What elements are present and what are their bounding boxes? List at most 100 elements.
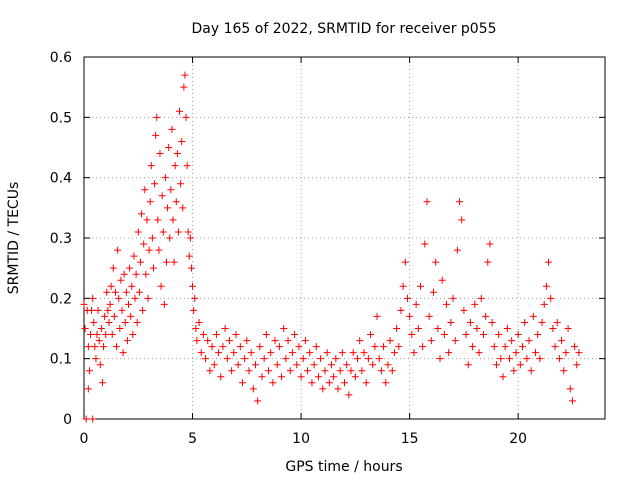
data-point: [325, 379, 333, 387]
data-point: [425, 312, 433, 320]
data-point: [282, 355, 290, 363]
data-point: [505, 355, 513, 363]
data-point: [451, 337, 459, 345]
data-point: [225, 337, 233, 345]
data-point: [436, 355, 444, 363]
data-point: [573, 361, 581, 369]
data-point: [521, 318, 529, 326]
data-point: [258, 373, 266, 381]
data-point: [159, 228, 167, 236]
data-point: [181, 71, 189, 79]
data-point: [373, 312, 381, 320]
data-point: [273, 361, 281, 369]
data-point: [317, 355, 325, 363]
data-point: [111, 288, 119, 296]
data-point: [371, 343, 379, 351]
data-point: [523, 355, 531, 363]
data-point: [125, 300, 133, 308]
data-point: [564, 325, 572, 332]
data-point: [534, 331, 542, 339]
data-point: [256, 343, 264, 351]
data-point: [291, 331, 299, 339]
data-point: [180, 83, 188, 91]
data-point: [136, 258, 144, 266]
data-point: [145, 246, 153, 254]
data-point: [133, 318, 141, 326]
data-point: [186, 234, 194, 242]
data-point: [395, 343, 403, 351]
data-point: [486, 240, 494, 248]
data-point: [234, 361, 242, 369]
x-axis-label: GPS time / hours: [285, 459, 402, 475]
data-point: [169, 216, 177, 224]
data-point: [93, 331, 101, 339]
data-point: [223, 355, 231, 363]
data-point: [458, 216, 466, 224]
data-point: [98, 379, 106, 387]
data-point: [462, 331, 470, 339]
data-point: [443, 300, 451, 308]
data-point: [549, 325, 557, 332]
data-point: [146, 198, 154, 206]
chart-title: Day 165 of 2022, SRMTID for receiver p05…: [191, 21, 496, 37]
data-point: [406, 312, 414, 320]
data-point: [423, 198, 431, 206]
data-point: [217, 373, 225, 381]
data-point: [482, 312, 490, 320]
data-point: [327, 361, 335, 369]
data-point: [293, 361, 301, 369]
data-point: [547, 294, 555, 302]
data-point: [190, 306, 198, 314]
data-point: [179, 204, 187, 212]
data-point: [123, 337, 131, 345]
data-point: [512, 349, 520, 357]
data-point: [434, 325, 442, 332]
data-point: [153, 113, 161, 121]
data-point: [278, 373, 286, 381]
data-point: [527, 367, 535, 375]
data-point: [358, 367, 366, 375]
data-point: [144, 294, 152, 302]
data-point: [172, 198, 180, 206]
data-point: [85, 367, 93, 375]
data-point: [551, 343, 559, 351]
data-point: [105, 318, 113, 326]
data-point: [152, 131, 160, 139]
data-point: [538, 318, 546, 326]
data-point: [94, 306, 102, 314]
data-point: [161, 174, 169, 182]
data-point: [202, 355, 210, 363]
data-point: [92, 355, 100, 363]
data-point: [275, 343, 283, 351]
data-point: [269, 379, 277, 387]
data-point: [140, 240, 148, 248]
data-point: [121, 318, 129, 326]
data-point: [306, 349, 314, 357]
data-point: [336, 367, 344, 375]
data-point: [445, 349, 453, 357]
data-point: [334, 385, 342, 393]
data-point: [440, 331, 448, 339]
data-point: [185, 252, 193, 260]
data-point: [84, 385, 92, 393]
data-point: [171, 162, 179, 170]
data-point: [197, 349, 205, 357]
data-point: [501, 343, 509, 351]
data-point: [251, 361, 259, 369]
data-point: [553, 318, 561, 326]
data-point: [262, 331, 270, 339]
data-point: [492, 361, 500, 369]
data-point: [575, 349, 583, 357]
data-point: [168, 125, 176, 133]
data-point: [174, 228, 182, 236]
data-point: [82, 415, 90, 423]
data-point: [288, 349, 296, 357]
data-point: [540, 300, 548, 308]
data-point: [466, 318, 474, 326]
data-point: [178, 137, 186, 145]
data-point: [166, 234, 174, 242]
y-tick-label: 0.3: [50, 231, 72, 247]
data-point: [314, 373, 322, 381]
data-point: [191, 294, 199, 302]
data-point: [192, 325, 200, 332]
